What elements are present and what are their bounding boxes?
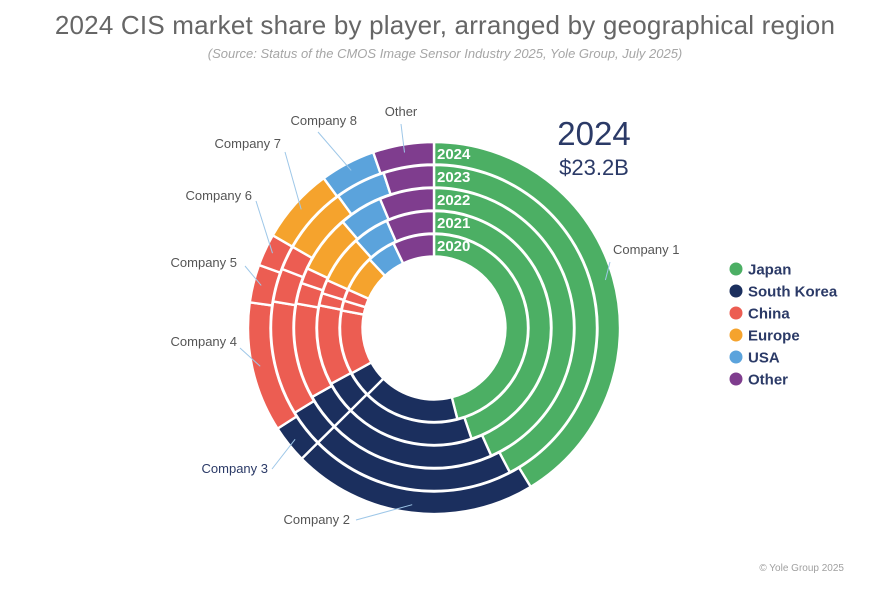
ring-group <box>246 140 622 516</box>
player-label-company-4: Company 4 <box>171 334 237 349</box>
ring-label-2022: 2022 <box>437 192 470 209</box>
legend-label-japan: Japan <box>748 262 791 279</box>
chart-title: 2024 CIS market share by player, arrange… <box>54 10 836 40</box>
ring-label-2020: 2020 <box>437 238 470 255</box>
callout-group: Company 1 Company 2 Company 3 Company 4 Comp… <box>171 104 680 527</box>
legend-swatch-usa <box>729 350 743 364</box>
callout-line-company-1 <box>604 261 611 281</box>
player-label-company-5: Company 5 <box>171 255 237 270</box>
player-label-company-3: Company 3 <box>202 461 268 476</box>
callout-line-company-5 <box>244 265 262 286</box>
player-label-company-6: Company 6 <box>186 188 252 203</box>
segment-2020-other <box>391 232 436 266</box>
ring-label-2023: 2023 <box>437 169 470 186</box>
callout-line-company-4 <box>239 347 261 367</box>
legend-swatch-japan <box>729 262 743 276</box>
player-label-company-2: Company 2 <box>284 512 350 527</box>
legend-swatch-europe <box>729 328 743 342</box>
legend-label-europe: Europe <box>748 328 800 345</box>
player-label-company-8: Company 8 <box>291 113 357 128</box>
player-label-company-7: Company 7 <box>215 136 281 151</box>
legend-label-china: China <box>748 306 790 323</box>
center-year-label: 2024 <box>557 115 630 152</box>
ring-year-labels: 2024 2023 2022 2021 2020 <box>437 146 471 255</box>
callout-line-company-6 <box>255 200 273 254</box>
legend-swatch-south-korea <box>729 284 743 298</box>
ring-label-2021: 2021 <box>437 215 470 232</box>
legend-swatch-china <box>729 306 743 320</box>
legend-swatch-other <box>729 372 743 386</box>
center-value-label: $23.2B <box>559 155 629 180</box>
callout-line-company-3 <box>271 438 296 470</box>
legend-label-south-korea: South Korea <box>748 284 838 301</box>
player-label-company-1: Company 1 <box>613 242 679 257</box>
chart-subtitle: (Source: Status of the CMOS Image Sensor… <box>207 46 683 61</box>
callout-line-company-2 <box>355 504 413 521</box>
callout-line-company-7 <box>284 151 302 210</box>
callout-line-other <box>400 123 405 153</box>
copyright-footer: © Yole Group 2025 <box>759 563 844 574</box>
legend-label-usa: USA <box>748 350 780 367</box>
legend: Japan South Korea China Europe USA Other <box>729 262 838 389</box>
callout-line-company-8 <box>317 131 352 171</box>
player-label-other: Other <box>385 104 418 119</box>
ring-label-2024: 2024 <box>437 146 471 163</box>
legend-label-other: Other <box>748 372 788 389</box>
